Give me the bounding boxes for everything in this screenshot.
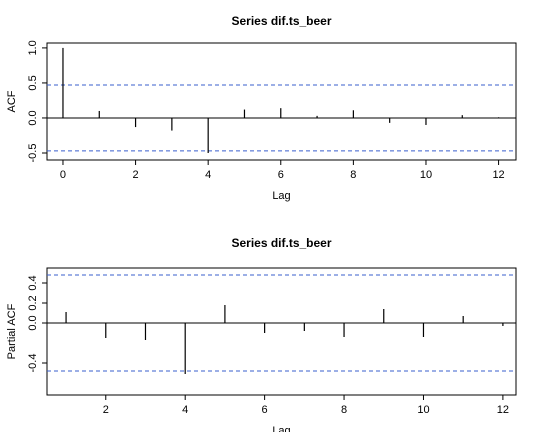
plot-frame [46,267,517,396]
chart-title: Series dif.ts_beer [231,236,331,250]
x-tick-label: 12 [497,404,509,416]
x-axis-label: Lag [272,425,290,432]
x-tick-label: 4 [182,404,188,416]
x-tick-label: 4 [205,169,211,181]
y-axis-label: ACF [6,90,18,112]
y-tick-label: 1.0 [27,40,39,55]
y-tick-label: 0.4 [27,275,39,290]
x-tick-label: 0 [60,169,66,181]
x-tick-label: 6 [262,404,268,416]
y-tick-label: 0.0 [27,315,39,330]
y-tick-label: 0.2 [27,295,39,310]
x-tick-label: 10 [417,404,429,416]
x-tick-label: 2 [103,404,109,416]
x-axis-label: Lag [272,190,290,202]
plot-frame [46,42,517,161]
y-axis-label: Partial ACF [6,303,18,359]
x-tick-label: 2 [133,169,139,181]
x-tick-label: 12 [492,169,504,181]
chart-title: Series dif.ts_beer [231,14,331,28]
x-tick-label: 8 [350,169,356,181]
y-tick-label: -0.5 [27,144,39,163]
x-tick-label: 10 [420,169,432,181]
x-tick-label: 6 [278,169,284,181]
y-tick-label: 0.0 [27,110,39,125]
y-tick-label: 0.5 [27,75,39,90]
x-tick-label: 8 [341,404,347,416]
y-tick-label: -0.4 [27,354,39,373]
